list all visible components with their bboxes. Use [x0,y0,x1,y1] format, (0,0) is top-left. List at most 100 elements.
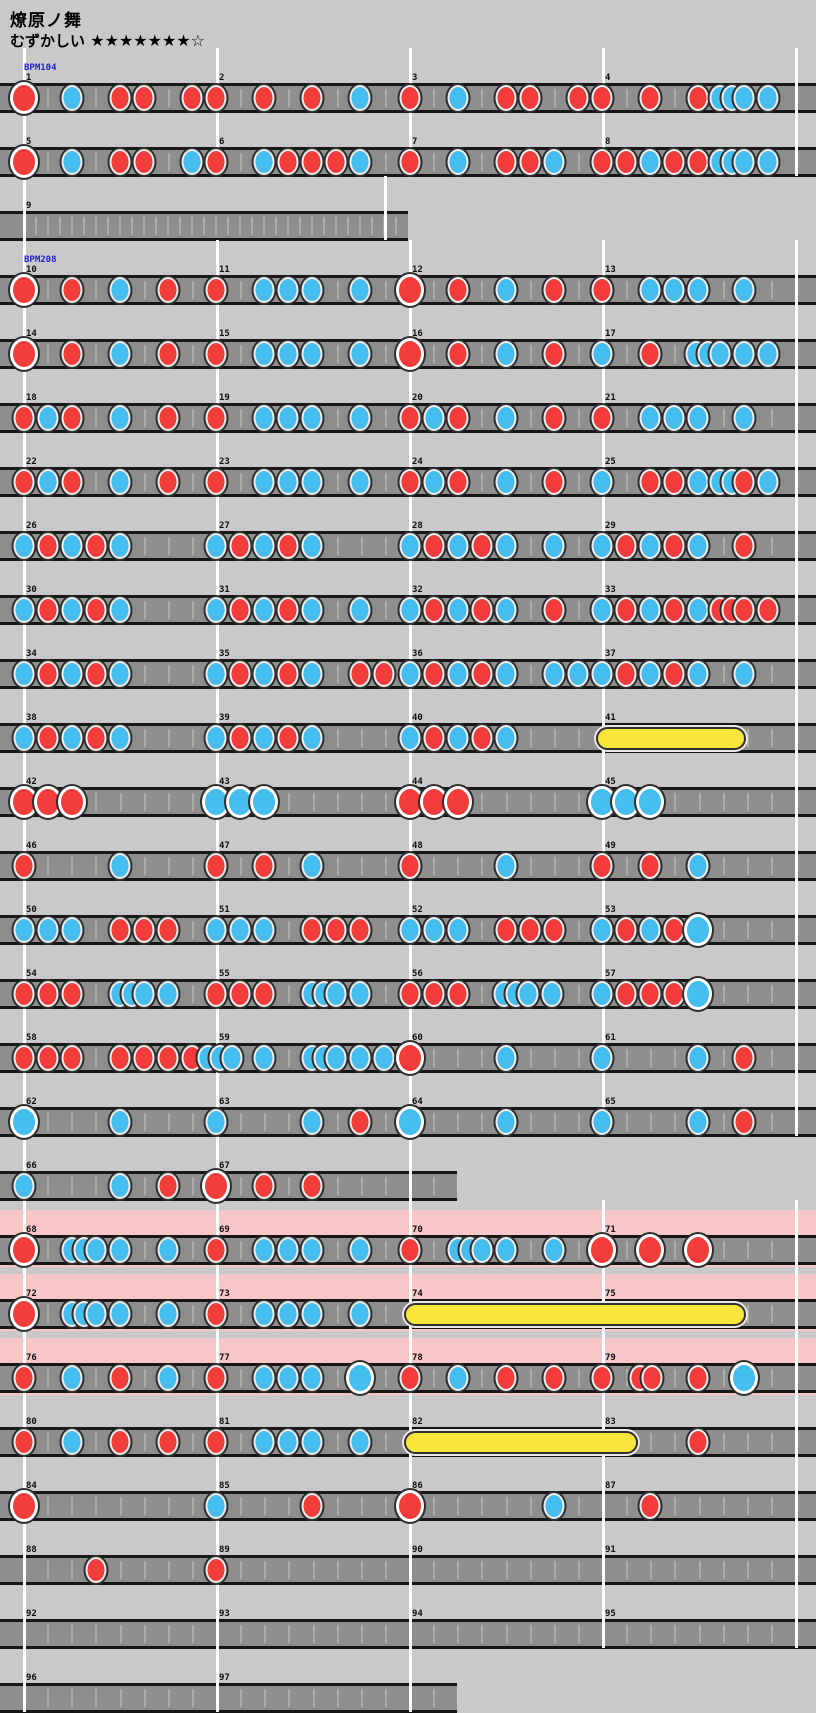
note-ka [447,661,469,687]
beat-gridline [299,217,301,235]
measure-lane [0,211,408,241]
measure-barline [216,880,219,944]
beat-gridline [529,665,532,683]
note-don [687,1365,709,1391]
measure-number: 89 [219,1545,230,1555]
measure-barline [602,496,605,560]
measure-barline [23,1200,26,1264]
note-ka [541,981,563,1007]
note-don [591,149,613,175]
beat-gridline [384,793,387,811]
note-don [615,533,637,559]
measure-barline [602,240,605,304]
note-don [13,1045,35,1071]
beat-gridline [384,601,387,619]
note-don [495,917,517,943]
beat-gridline [770,1497,773,1515]
note-don [301,1493,323,1519]
beat-gridline [143,1177,146,1195]
beat-gridline [433,1049,436,1067]
beat-gridline [191,473,194,491]
note-ka [349,1237,371,1263]
beat-gridline [167,601,170,619]
beat-gridline [722,665,725,683]
measure-number: 28 [412,521,423,531]
beat-gridline [433,89,436,107]
note-don [37,1045,59,1071]
beat-gridline [191,1113,194,1131]
beat-gridline [251,217,253,235]
note-don [733,469,755,495]
note-ka [229,917,251,943]
measure-barline [409,688,412,752]
measure-number: 95 [605,1609,616,1619]
drumroll-bar [596,727,746,750]
beat-gridline [722,1625,725,1643]
measure-number: 79 [605,1353,616,1363]
note-ka [277,1301,299,1327]
end-barline [795,48,798,112]
measure-barline [602,1520,605,1584]
beat-gridline [191,1689,194,1707]
note-ka [301,469,323,495]
beat-gridline [770,793,773,811]
beat-gridline [360,793,363,811]
measure-number: 26 [26,521,37,531]
note-don [205,341,227,367]
beat-gridline [336,1241,339,1259]
note-ka [85,1237,107,1263]
measure-barline [409,1392,412,1456]
measure-number: 74 [412,1289,423,1299]
beat-gridline [288,857,291,875]
measure-barline [23,304,26,368]
beat-gridline [529,729,532,747]
beat-gridline [335,217,337,235]
note-ka [277,341,299,367]
beat-gridline [529,601,532,619]
beat-gridline [35,217,37,235]
beat-gridline [95,1049,98,1067]
beat-gridline [722,857,725,875]
measure-number: 45 [605,777,616,787]
beat-gridline [191,1561,194,1579]
note-don [205,405,227,431]
beat-gridline [360,729,363,747]
note-ka [277,1365,299,1391]
beat-gridline [59,217,61,235]
beat-gridline [722,1369,725,1387]
drumroll-bar [404,1431,638,1454]
note-ka [349,341,371,367]
note-ka [301,853,323,879]
beat-gridline [240,1625,243,1643]
note-ka [349,1045,371,1071]
beat-gridline [577,857,580,875]
beat-gridline [47,153,50,171]
beat-gridline [47,1433,50,1451]
beat-gridline [275,217,277,235]
end-barline [795,304,798,368]
beat-gridline [336,1497,339,1515]
beat-gridline [167,729,170,747]
beat-gridline [167,1625,170,1643]
note-ka [301,1301,323,1327]
beat-gridline [191,1241,194,1259]
measure-barline [23,1264,26,1328]
measure-barline [409,368,412,432]
beat-gridline [746,1625,749,1643]
end-barline [795,1264,798,1328]
beat-gridline [288,793,291,811]
beat-gridline [47,1241,50,1259]
note-ka [109,1301,131,1327]
note-ka [253,725,275,751]
beat-gridline [336,409,339,427]
beat-gridline [336,601,339,619]
measure-number: 14 [26,329,37,339]
note-ka-big [10,1106,38,1138]
beat-gridline [674,1049,677,1067]
note-don-big [420,786,448,818]
measure-barline [216,432,219,496]
measure-barline [409,1072,412,1136]
beat-gridline [529,473,532,491]
note-ka [543,661,565,687]
